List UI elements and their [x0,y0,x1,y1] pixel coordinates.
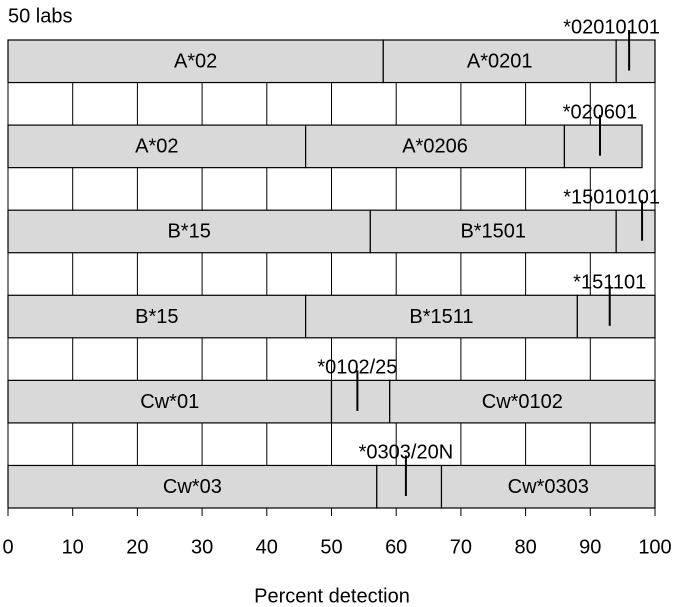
bar-segment [563,124,643,169]
x-tick-label: 90 [579,536,601,558]
bar-segment [389,379,656,424]
segment-label: B*1511 [409,306,473,328]
x-tick-label: 80 [514,536,536,558]
x-tick-label: 30 [191,536,213,558]
bar-segment [7,39,384,84]
x-tick-label: 70 [450,536,472,558]
bar-segment [7,124,307,169]
x-tick-label: 0 [2,536,13,558]
bar-segment [615,209,656,254]
segment-label: B*15 [167,221,210,243]
segment-label: B*1501 [460,221,526,243]
bar-segment [330,379,391,424]
x-tick-label: 50 [320,536,342,558]
marker-label: *020601 [563,101,638,123]
bar-segment [7,379,333,424]
bar-segment [305,294,578,339]
segment-label: A*02 [135,136,178,158]
segment-label: A*0201 [467,51,533,73]
bar-segment [615,39,656,84]
marker-label: *151101 [573,272,646,294]
chart-title: 50 labs [8,5,73,27]
bar-segment [7,464,378,509]
bar-segment [382,39,617,84]
segment-label: Cw*01 [140,391,199,413]
segment-label: A*0206 [402,136,468,158]
x-tick-label: 100 [638,536,671,558]
marker-label: *02010101 [563,16,660,38]
x-tick-label: 60 [385,536,407,558]
marker-label: *0303/20N [359,442,454,464]
segment-label: B*15 [135,306,178,328]
bar-segment [369,209,617,254]
segment-label: Cw*0102 [482,391,563,413]
marker-label: *15010101 [563,186,660,208]
bar-segment [440,464,656,509]
x-tick-label: 40 [256,536,278,558]
x-axis-label: Percent detection [254,585,410,607]
bar-segment [576,294,656,339]
x-tick-label: 10 [62,536,84,558]
bar-segment [376,464,443,509]
bar-segment [7,294,307,339]
segment-label: A*02 [174,51,217,73]
segment-label: Cw*03 [163,476,222,498]
x-tick-label: 20 [126,536,148,558]
marker-label: *0102/25 [317,357,397,379]
segment-label: Cw*0303 [508,476,589,498]
bar-segment [305,124,566,169]
